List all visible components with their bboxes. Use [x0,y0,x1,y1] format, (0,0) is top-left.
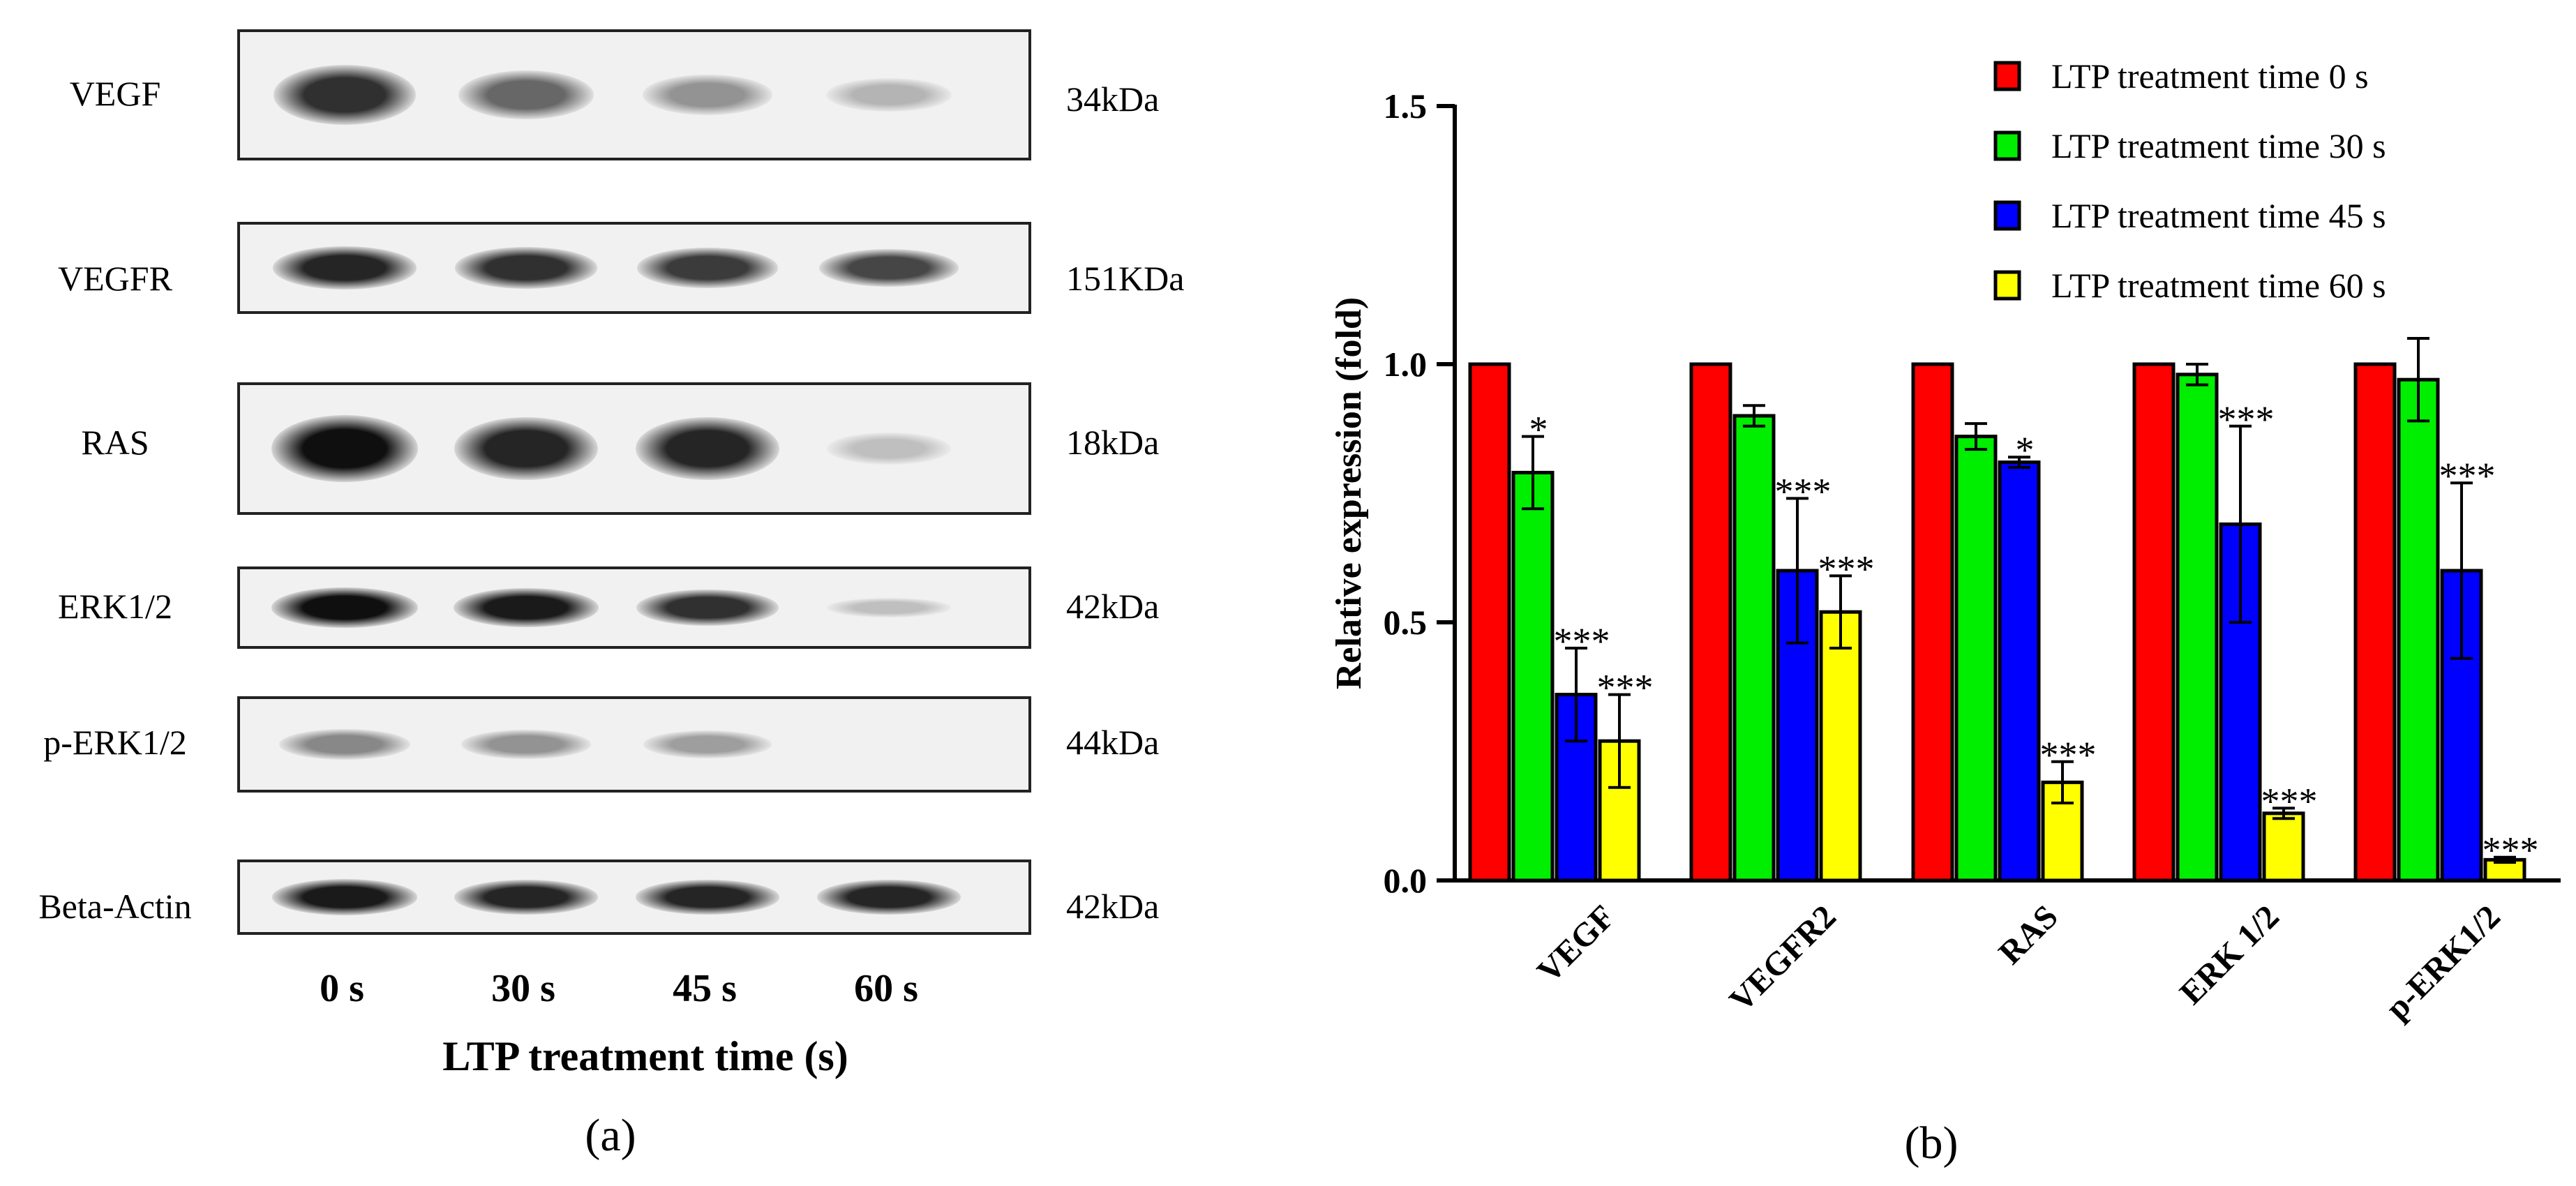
bar [1732,414,1776,883]
protein-band [271,414,418,483]
panel-a-letter: (a) [585,1110,636,1161]
protein-band [827,598,951,617]
y-axis-label: Relative expression (fold) [1329,297,1369,689]
protein-band [827,433,951,465]
blot-molecular-weight: 44kDa [1066,723,1160,762]
legend-swatch [1993,130,2021,161]
legend-swatch [1993,61,2021,91]
significance-marker: *** [2261,780,2318,822]
x-category-label: p-ERK1/2 [2379,898,2508,1027]
protein-band [454,880,598,915]
legend-label: LTP treatment time 45 s [2051,196,2386,235]
significance-marker: *** [2040,734,2097,776]
y-tick-label: 0.5 [1384,603,1428,642]
bar [2353,362,2397,883]
protein-band [636,589,779,626]
bar [1911,362,1954,883]
protein-band [636,880,779,915]
panel-a-western-blot: VEGF 34kDa VEGFR 151KDa RAS 18kDa ERK1/2 42kDa p… [38,29,1185,1161]
significance-marker: *** [2218,398,2275,440]
blot-membrane [237,382,1031,515]
protein-band [455,247,597,289]
significance-marker: *** [1775,470,1832,512]
y-tick-label: 0.0 [1384,861,1428,900]
legend-label: LTP treatment time 30 s [2051,126,2386,165]
protein-band [461,730,591,759]
significance-marker: *** [1597,667,1654,709]
bar [2176,373,2219,883]
blot-label: RAS [81,423,149,462]
protein-band [643,730,772,758]
bar [1819,610,1862,883]
protein-band [637,248,778,288]
blot-label: p-ERK1/2 [43,723,187,762]
protein-band [458,70,594,120]
lane-label: 0 s [320,967,364,1010]
lane-label: 30 s [491,967,555,1010]
legend-swatch [1993,270,2021,301]
y-tick-label: 1.5 [1384,87,1428,126]
panel-b-letter: (b) [1905,1118,1959,1169]
significance-marker: *** [1554,620,1610,662]
x-category-label: VEGFR2 [1723,898,1843,1019]
protein-band [271,587,418,629]
blot-membrane [237,566,1031,649]
blot-molecular-weight: 42kDa [1066,587,1160,626]
protein-band [636,416,779,481]
lane-label: 60 s [854,967,918,1010]
protein-band [819,248,959,287]
bar [2262,811,2305,883]
panel-a-xlabel: LTP treatment time (s) [442,1033,848,1079]
x-category-label: RAS [1991,898,2065,971]
protein-band [279,729,410,760]
significance-marker: *** [1818,548,1875,590]
blot-molecular-weight: 18kDa [1066,423,1160,462]
significance-marker: * [2016,429,2035,471]
significance-marker: *** [2439,455,2496,497]
bar [1511,470,1555,883]
significance-marker: * [1529,409,1548,451]
bar [2397,377,2440,883]
x-category-label: VEGF [1530,898,1622,990]
protein-band [454,416,598,481]
protein-band [272,879,417,915]
bar [1998,460,2041,883]
blot-label: VEGFR [58,259,172,298]
blot-label: ERK1/2 [58,587,172,626]
protein-band [274,65,416,125]
significance-marker: *** [2483,830,2539,871]
blot-membrane [237,860,1031,935]
blot-label: VEGF [69,74,161,113]
protein-band [817,880,961,915]
legend-label: LTP treatment time 0 s [2051,57,2369,96]
bar [2132,362,2176,883]
blot-membrane [237,29,1031,160]
blot-label: Beta-Actin [38,887,192,926]
blot-membrane [237,696,1031,793]
bar [1468,362,1511,883]
bar [1954,435,1998,883]
protein-band [454,587,599,628]
legend-label: LTP treatment time 60 s [2051,266,2386,305]
y-tick-label: 1.0 [1384,345,1428,384]
x-category-label: ERK 1/2 [2173,898,2286,1012]
legend-swatch [1993,200,2021,231]
blot-molecular-weight: 42kDa [1066,887,1160,926]
bar [1689,362,1732,883]
protein-band [643,75,772,115]
blot-molecular-weight: 34kDa [1066,80,1160,119]
lane-label: 45 s [673,967,737,1010]
blot-molecular-weight: 151KDa [1066,259,1185,298]
blot-membrane [237,222,1031,314]
protein-band [826,77,952,112]
protein-band [273,246,417,290]
